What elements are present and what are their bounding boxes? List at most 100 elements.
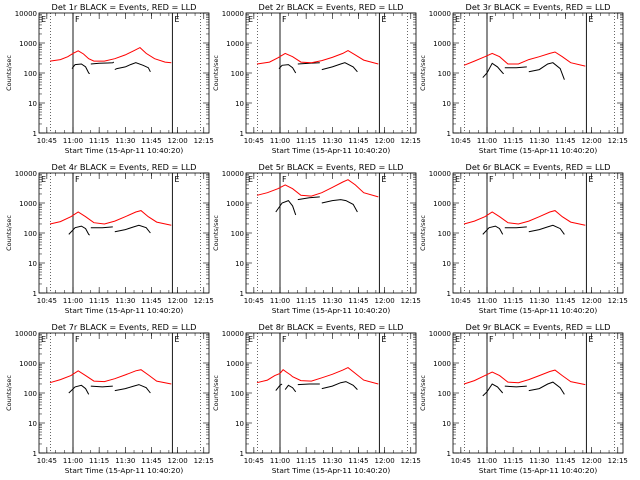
x-tick-label: 10:45 <box>37 297 57 305</box>
x-axis-label: Start Time (15-Apr-11 10:40:20) <box>65 466 184 475</box>
flag-mark-end: E <box>588 175 593 184</box>
y-axis-label: Counts/sec <box>419 55 427 91</box>
x-tick-label: 11:15 <box>503 297 523 305</box>
events-series-line <box>114 384 151 394</box>
events-series-line <box>528 62 565 80</box>
x-tick-label: 11:30 <box>115 137 135 145</box>
x-tick-label: 11:00 <box>477 137 497 145</box>
x-tick-label: 11:45 <box>555 137 575 145</box>
x-tick-label: 10:45 <box>37 137 57 145</box>
x-tick-label: 12:00 <box>582 457 602 465</box>
y-tick-label: 10 <box>235 100 244 108</box>
events-series-line <box>297 196 320 201</box>
events-series-line <box>482 62 504 78</box>
lld-series-line <box>49 369 172 385</box>
events-series-line <box>297 383 320 386</box>
y-tick-label: 1000 <box>19 360 37 368</box>
x-tick-label: 11:30 <box>115 457 135 465</box>
y-tick-label: 10 <box>442 100 451 108</box>
y-axis-label: Counts/sec <box>212 215 220 251</box>
flag-mark-start: F <box>75 15 80 24</box>
x-tick-label: 10:45 <box>37 457 57 465</box>
y-tick-label: 10 <box>28 420 37 428</box>
flag-mark-start: F <box>282 335 287 344</box>
flag-mark-start: F <box>489 335 494 344</box>
x-tick-label: 10:45 <box>244 457 264 465</box>
panel-title: Det 1r BLACK = Events, RED = LLD <box>52 2 197 12</box>
y-tick-label: 1 <box>447 290 451 298</box>
y-tick-label: 1 <box>447 130 451 138</box>
y-axis-label: Counts/sec <box>5 375 13 411</box>
x-tick-label: 11:45 <box>141 457 161 465</box>
x-tick-label: 11:00 <box>477 297 497 305</box>
x-tick-label: 11:15 <box>296 137 316 145</box>
x-tick-label: 12:00 <box>582 297 602 305</box>
y-axis-label: Counts/sec <box>419 215 427 251</box>
flag-mark-left: E <box>248 335 253 344</box>
x-tick-label: 12:00 <box>168 137 188 145</box>
y-tick-label: 1 <box>447 450 451 458</box>
lld-series-line <box>256 367 379 385</box>
x-tick-label: 11:45 <box>555 457 575 465</box>
detector-panel: Det 6r BLACK = Events, RED = LLD 1 10 100 10… <box>419 162 628 315</box>
x-tick-label: 11:30 <box>529 297 549 305</box>
x-tick-label: 12:15 <box>194 297 214 305</box>
flag-mark-start: F <box>282 15 287 24</box>
plot-frame <box>452 12 624 134</box>
y-tick-label: 1 <box>33 130 37 138</box>
lld-series-line <box>49 210 172 226</box>
y-tick-label: 10000 <box>222 170 244 178</box>
y-tick-label: 10000 <box>15 10 37 18</box>
x-tick-label: 12:15 <box>608 297 628 305</box>
x-tick-label: 12:15 <box>401 457 421 465</box>
flag-mark-left: E <box>41 335 46 344</box>
lld-series-line <box>256 50 379 65</box>
detector-panel: Det 9r BLACK = Events, RED = LLD 1 10 100 10… <box>419 322 628 475</box>
y-axis-label: Counts/sec <box>5 55 13 91</box>
flag-mark-end: E <box>588 335 593 344</box>
x-tick-label: 12:00 <box>582 137 602 145</box>
x-axis-label: Start Time (15-Apr-11 10:40:20) <box>479 466 598 475</box>
x-tick-label: 11:30 <box>322 457 342 465</box>
flag-mark-left: E <box>248 175 253 184</box>
events-series-line <box>504 385 527 388</box>
events-series-line <box>482 383 504 397</box>
flag-mark-left: E <box>248 15 253 24</box>
panel-title: Det 7r BLACK = Events, RED = LLD <box>52 322 197 332</box>
y-tick-label: 100 <box>24 70 37 78</box>
y-tick-label: 100 <box>231 70 244 78</box>
x-tick-label: 11:45 <box>348 137 368 145</box>
flag-mark-end: E <box>174 335 179 344</box>
y-tick-label: 100 <box>231 230 244 238</box>
x-tick-label: 12:15 <box>608 137 628 145</box>
x-tick-label: 11:45 <box>348 297 368 305</box>
events-series-line <box>114 62 151 73</box>
y-tick-label: 10 <box>442 260 451 268</box>
panel-title: Det 3r BLACK = Events, RED = LLD <box>466 2 611 12</box>
y-tick-label: 1 <box>240 450 244 458</box>
x-tick-label: 11:15 <box>503 457 523 465</box>
detector-panel: Det 2r BLACK = Events, RED = LLD 1 10 100 10… <box>212 2 421 155</box>
x-tick-label: 12:15 <box>608 457 628 465</box>
y-tick-label: 1000 <box>226 360 244 368</box>
flag-mark-start: F <box>75 335 80 344</box>
flag-mark-end: E <box>381 335 386 344</box>
x-tick-label: 10:45 <box>451 137 471 145</box>
panel-title: Det 6r BLACK = Events, RED = LLD <box>466 162 611 172</box>
y-tick-label: 1000 <box>433 200 451 208</box>
y-tick-label: 1 <box>240 130 244 138</box>
detector-panel: Det 5r BLACK = Events, RED = LLD 1 10 100 10… <box>212 162 421 315</box>
flag-mark-left: E <box>455 175 460 184</box>
x-axis-label: Start Time (15-Apr-11 10:40:20) <box>272 306 391 315</box>
flag-mark-left: E <box>41 15 46 24</box>
flag-mark-end: E <box>381 175 386 184</box>
y-tick-label: 10 <box>442 420 451 428</box>
x-tick-label: 12:00 <box>375 457 395 465</box>
x-tick-label: 11:15 <box>89 137 109 145</box>
detector-panel: Det 7r BLACK = Events, RED = LLD 1 10 100 10… <box>5 322 214 475</box>
flag-mark-left: E <box>41 175 46 184</box>
y-tick-label: 10 <box>28 100 37 108</box>
y-tick-label: 100 <box>438 230 451 238</box>
flag-mark-end: E <box>588 15 593 24</box>
